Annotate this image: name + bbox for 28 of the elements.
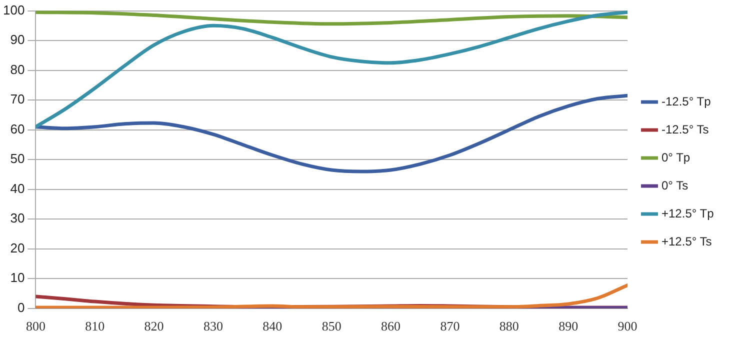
x-tick-label: 800 — [26, 318, 46, 334]
x-tick-label: 850 — [322, 318, 342, 334]
legend-label: 0° Ts — [662, 178, 688, 192]
legend-label: 0° Tp — [662, 150, 690, 164]
legend-label: -12.5° Ts — [662, 122, 709, 136]
y-tick-label: 100 — [2, 2, 25, 18]
x-tick-label: 820 — [144, 318, 164, 334]
y-tick-label: 70 — [10, 92, 25, 107]
x-tick-label: 810 — [85, 318, 105, 334]
x-tick-label: 840 — [262, 318, 282, 334]
y-tick-label: 90 — [10, 32, 25, 48]
y-tick-label: 80 — [10, 62, 25, 77]
x-tick-label: 860 — [381, 318, 401, 334]
y-tick-label: 10 — [10, 270, 25, 286]
x-tick-label: 900 — [618, 318, 638, 334]
legend-label: +12.5° Tp — [662, 206, 714, 220]
x-tick-label: 830 — [203, 318, 223, 334]
y-tick-label: 20 — [10, 240, 25, 256]
y-tick-label: 40 — [10, 180, 25, 196]
y-tick-label: 50 — [10, 151, 25, 166]
y-tick-label: 60 — [10, 121, 25, 136]
legend-label: -12.5° Tp — [662, 94, 712, 108]
x-tick-label: 870 — [440, 318, 460, 334]
x-tick-label: 890 — [558, 318, 578, 334]
y-tick-label: 30 — [10, 210, 25, 226]
y-tick-label: 0 — [17, 300, 25, 315]
x-tick-label: 880 — [499, 318, 519, 334]
legend-label: +12.5° Ts — [662, 234, 712, 248]
